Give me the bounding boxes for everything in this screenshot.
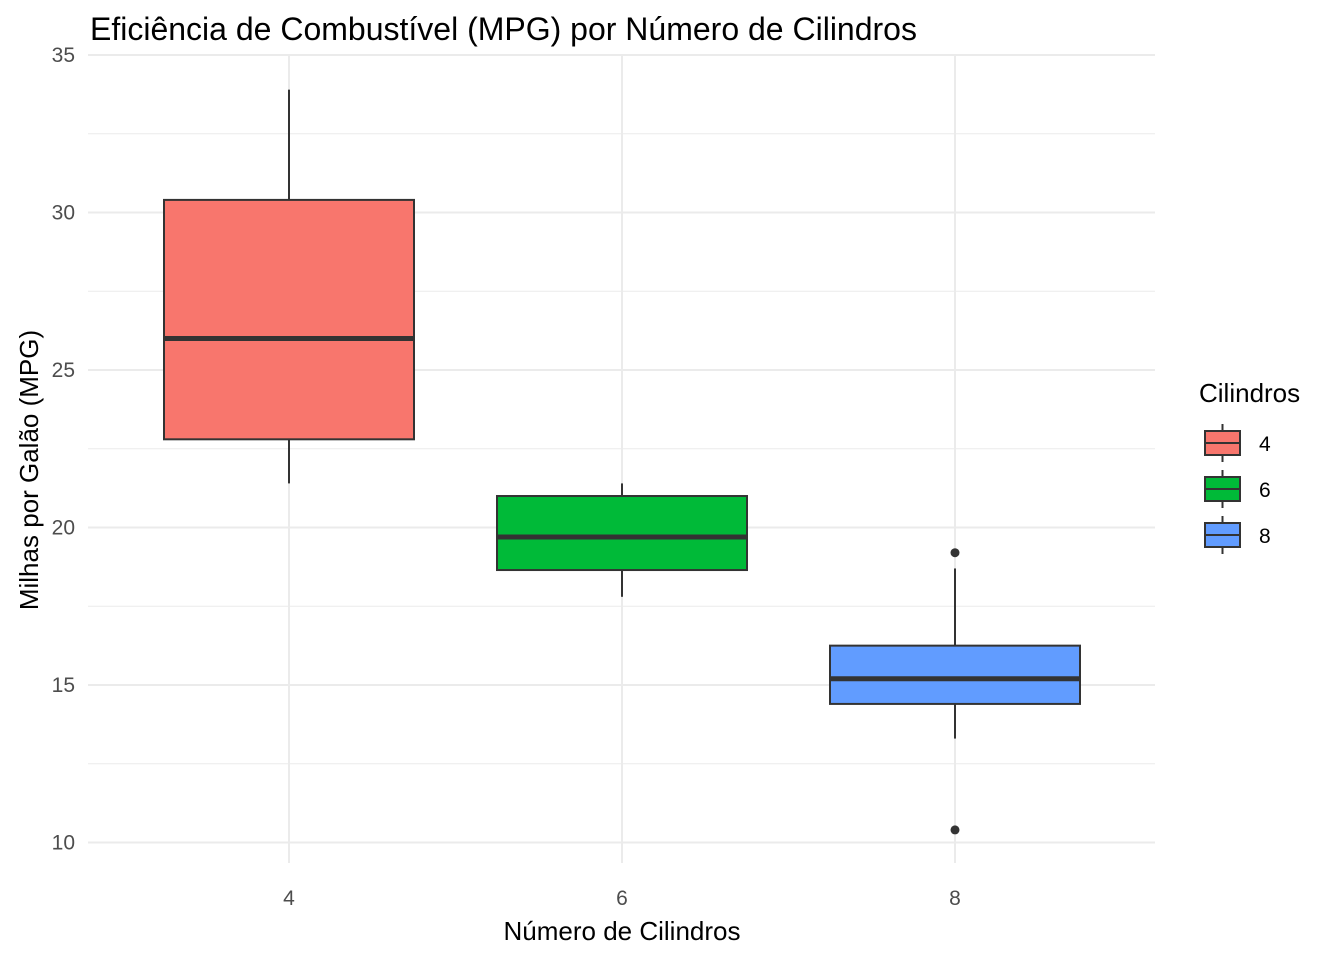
x-axis-title: Número de Cilindros bbox=[504, 916, 741, 946]
y-tick-label: 10 bbox=[52, 832, 75, 855]
y-tick-label: 25 bbox=[52, 359, 75, 382]
chart-title: Eficiência de Combustível (MPG) por Núme… bbox=[90, 11, 917, 47]
box-group-4 bbox=[163, 89, 415, 484]
box-iqr bbox=[163, 198, 415, 441]
box-iqr bbox=[829, 644, 1081, 705]
y-axis-title: Milhas por Galão (MPG) bbox=[14, 330, 44, 610]
y-tick-label: 30 bbox=[52, 202, 75, 225]
legend-title: Cilindros bbox=[1199, 378, 1300, 408]
x-tick-label: 8 bbox=[949, 887, 961, 910]
box-iqr bbox=[496, 495, 748, 572]
legend-label: 4 bbox=[1259, 433, 1271, 456]
outlier-point bbox=[950, 825, 960, 835]
x-tick-label: 4 bbox=[283, 887, 295, 910]
legend-item-4: 4 bbox=[1204, 424, 1271, 462]
legend-label: 6 bbox=[1259, 479, 1271, 502]
y-tick-label: 20 bbox=[52, 517, 75, 540]
outlier-point bbox=[950, 548, 960, 558]
tick-layer: 10 15 20 25 30 35 4 6 8 bbox=[52, 44, 961, 910]
box-group-6 bbox=[496, 483, 748, 597]
x-tick-label: 6 bbox=[616, 887, 628, 910]
y-tick-label: 35 bbox=[52, 44, 75, 67]
grid-layer bbox=[88, 54, 1155, 863]
legend-item-8: 8 bbox=[1204, 516, 1271, 554]
legend: Cilindros 4 6 8 bbox=[1199, 378, 1300, 554]
legend-label: 8 bbox=[1259, 525, 1271, 548]
box-group-8 bbox=[829, 548, 1081, 835]
legend-items: 4 6 8 bbox=[1204, 424, 1271, 554]
y-tick-label: 15 bbox=[52, 674, 75, 697]
legend-item-6: 6 bbox=[1204, 470, 1271, 508]
box-layer bbox=[163, 89, 1081, 835]
